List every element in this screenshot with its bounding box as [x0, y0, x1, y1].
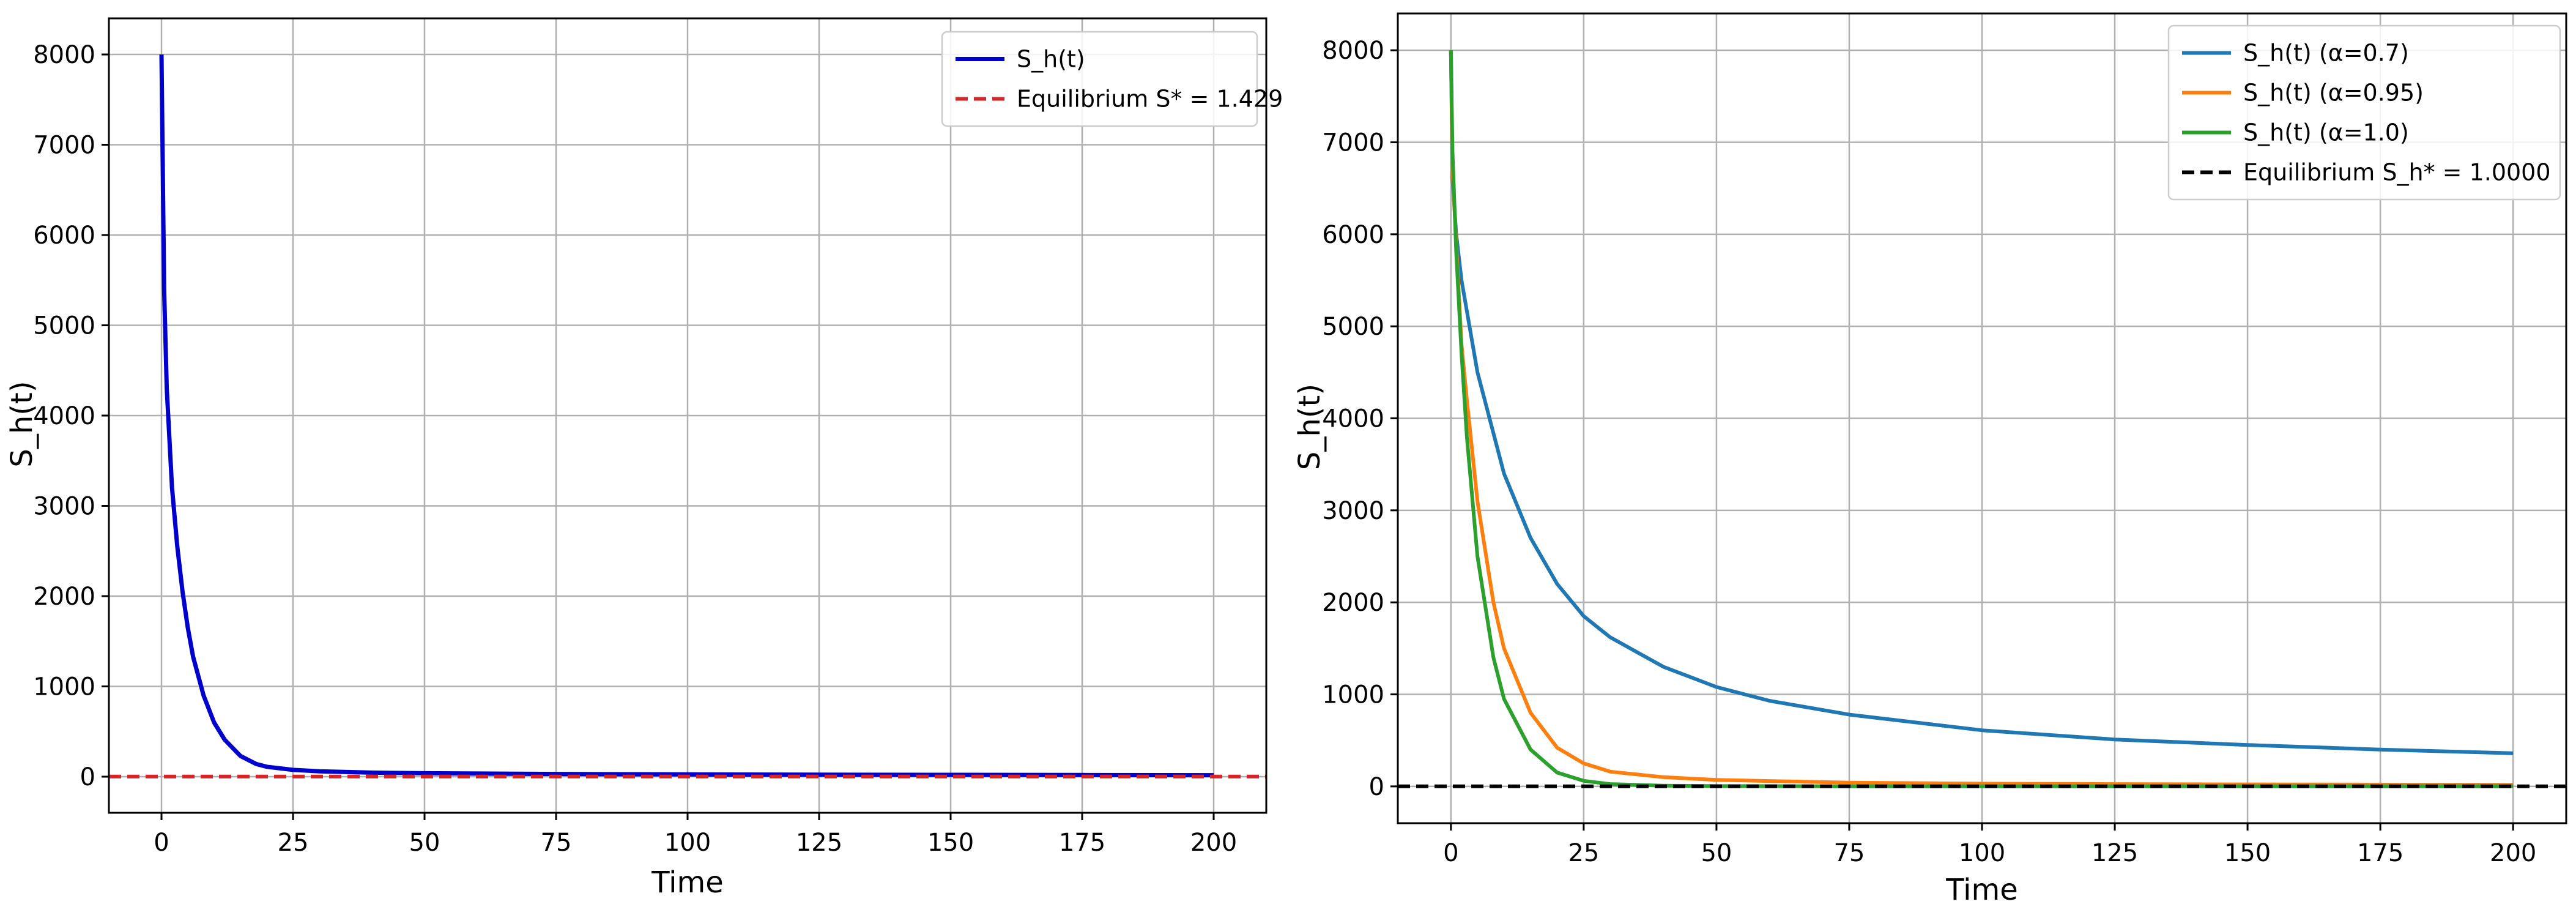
series-line-1: [1449, 50, 2514, 755]
y-tick-label: 0: [1369, 773, 1384, 801]
legend-box: [2167, 24, 2561, 201]
x-tick-label: 75: [1834, 839, 1865, 867]
y-tick-label: 1000: [1322, 681, 1384, 709]
y-tick-label: 3000: [1322, 497, 1384, 525]
chart-left: 0 25 50 75 100 125 150 175 200 0 1000 2000 3000 4000 5…: [5, 17, 1283, 900]
x-tick-label: 50: [1701, 839, 1732, 867]
y-tick-label: 3000: [33, 493, 95, 521]
x-tick-label: 100: [1959, 839, 2005, 867]
chart-right: 0 25 50 75 100 125 150 175 200 0 1000 2000 3000 4000 5…: [1288, 0, 2576, 915]
legend-box: [941, 31, 1258, 127]
x-tick-label: 150: [2224, 839, 2271, 867]
y-tick-label: 6000: [33, 222, 95, 250]
legend-label-1: S_h(t) (α=0.7): [2243, 40, 2409, 67]
chart-left-svg: 0 25 50 75 100 125 150 175 200010002000300040005…: [5, 17, 1283, 900]
x-tick-label: 200: [2490, 839, 2536, 867]
y-tick-label: 8000: [33, 41, 95, 69]
y-tick-label: 4000: [33, 402, 95, 430]
legend-label-2: S_h(t) (α=0.95): [2243, 80, 2424, 106]
y-tick-label: 5000: [1322, 313, 1384, 341]
legend-label-3: S_h(t) (α=1.0): [2243, 119, 2409, 146]
legend-label-2: Equilibrium S* = 1.429: [1017, 86, 1283, 113]
x-tick-label: 150: [927, 829, 974, 857]
series-line-3: [1449, 50, 2514, 788]
y-tick-label: 4000: [1322, 405, 1384, 433]
chart-right-svg: 0 25 50 75 100 125 150 175 200010002000300040005…: [1293, 12, 2567, 907]
y-axis-label: S_h(t): [5, 381, 39, 467]
x-tick-label: 175: [1059, 829, 1105, 857]
x-tick-label: 50: [409, 829, 440, 857]
x-tick-label: 0: [1443, 839, 1458, 867]
x-tick-label: 0: [154, 829, 169, 857]
y-tick-label: 6000: [1322, 221, 1384, 249]
series-line-1: [159, 54, 1214, 778]
x-axis-label: Time: [1945, 873, 2017, 907]
y-tick-label: 2000: [33, 583, 95, 611]
x-tick-label: 125: [2092, 839, 2138, 867]
y-tick-label: 2000: [1322, 589, 1384, 617]
y-tick-label: 0: [80, 763, 95, 791]
x-tick-label: 200: [1190, 829, 1237, 857]
x-tick-label: 175: [2357, 839, 2403, 867]
x-axis-label: Time: [651, 865, 723, 900]
y-tick-label: 7000: [33, 132, 95, 160]
x-tick-label: 100: [664, 829, 711, 857]
y-tick-label: 8000: [1322, 37, 1384, 65]
x-tick-label: 125: [796, 829, 842, 857]
y-tick-label: 1000: [33, 673, 95, 701]
y-tick-label: 7000: [1322, 129, 1384, 157]
y-axis-label: S_h(t): [1293, 384, 1327, 470]
legend-label-4: Equilibrium S_h* = 1.0000: [2243, 159, 2551, 186]
legend-label-1: S_h(t): [1017, 46, 1085, 73]
x-tick-label: 25: [278, 829, 309, 857]
x-tick-label: 25: [1568, 839, 1599, 867]
x-tick-label: 75: [541, 829, 572, 857]
y-tick-label: 5000: [33, 312, 95, 340]
